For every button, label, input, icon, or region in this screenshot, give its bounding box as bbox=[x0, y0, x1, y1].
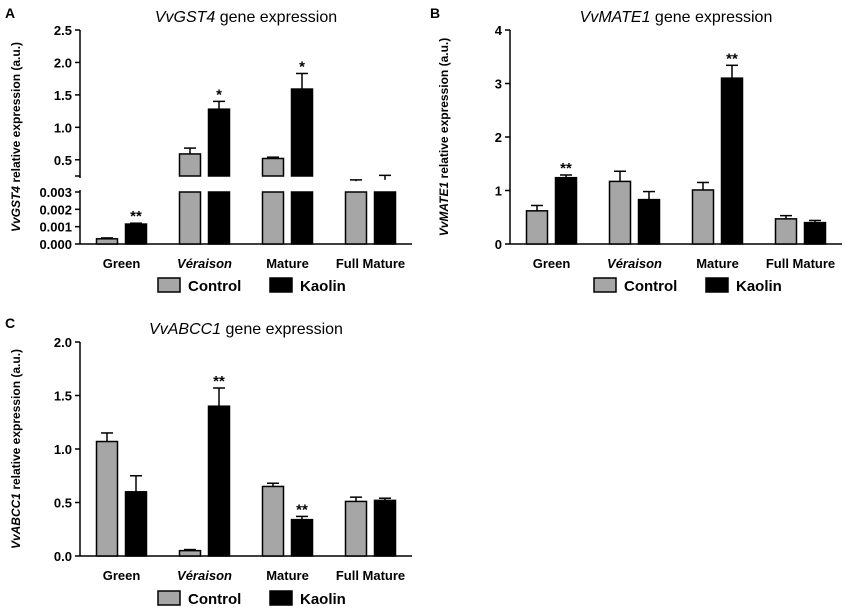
legend-label-kaolin: Kaolin bbox=[736, 278, 782, 295]
x-tick-label: Mature bbox=[696, 256, 739, 271]
bar bbox=[207, 405, 231, 557]
bar bbox=[720, 77, 744, 245]
y-tick-label: 2.0 bbox=[54, 335, 72, 350]
y-tick-label: 4 bbox=[495, 23, 503, 38]
significance-marker: * bbox=[299, 58, 305, 75]
legend-swatch-kaolin bbox=[705, 277, 729, 293]
bar bbox=[290, 191, 314, 245]
y-tick-label: 1.5 bbox=[54, 88, 72, 103]
y-tick-label: 1.0 bbox=[54, 442, 72, 457]
legend-swatch-control bbox=[593, 277, 617, 293]
y-tick-label: 3 bbox=[495, 77, 502, 92]
significance-marker: ** bbox=[726, 50, 738, 67]
bar bbox=[290, 88, 314, 177]
y-axis-label: VvMATE1 relative expression (a.u.) bbox=[437, 38, 451, 237]
bar bbox=[803, 221, 827, 245]
bar bbox=[261, 157, 285, 177]
panel-c-chart: C VvABCC1 gene expression VvABCC1 relative… bbox=[5, 315, 412, 608]
panel-letter-a: A bbox=[5, 5, 15, 21]
y-tick-label: 0.001 bbox=[39, 220, 72, 235]
panel-letter-b: B bbox=[430, 5, 440, 21]
y-tick-label: 1.5 bbox=[54, 389, 72, 404]
legend-label-kaolin: Kaolin bbox=[300, 591, 346, 608]
legend-label-control: Control bbox=[188, 591, 241, 608]
bar bbox=[637, 198, 661, 245]
legend-label-control: Control bbox=[624, 278, 677, 295]
legend-swatch-control bbox=[157, 277, 181, 293]
bar bbox=[124, 491, 148, 557]
significance-marker: ** bbox=[130, 208, 142, 225]
bar bbox=[207, 108, 231, 177]
x-tick-label: Full Mature bbox=[766, 256, 835, 271]
bar bbox=[178, 549, 202, 557]
y-tick-label: 0.5 bbox=[54, 153, 72, 168]
chart-title: VvMATE1 gene expression bbox=[580, 9, 773, 26]
y-tick-label: 1.0 bbox=[54, 120, 72, 135]
x-tick-label: Green bbox=[103, 256, 141, 271]
bar bbox=[261, 191, 285, 245]
bar bbox=[691, 189, 715, 245]
bar bbox=[344, 191, 368, 245]
significance-marker: ** bbox=[560, 160, 572, 177]
x-tick-label: Véraison bbox=[607, 256, 662, 271]
y-tick-label: 1 bbox=[495, 184, 502, 199]
chart-title: VvGST4 gene expression bbox=[155, 9, 337, 26]
bar bbox=[261, 485, 285, 557]
panel-letter-c: C bbox=[5, 315, 15, 331]
legend-swatch-kaolin bbox=[269, 590, 293, 606]
bar bbox=[525, 210, 549, 245]
x-tick-label: Full Mature bbox=[336, 568, 405, 583]
legend-swatch-kaolin bbox=[269, 277, 293, 293]
bar bbox=[178, 191, 202, 245]
y-tick-label: 0.5 bbox=[54, 496, 72, 511]
y-tick-label: 2 bbox=[495, 130, 502, 145]
bar bbox=[774, 218, 798, 245]
bar bbox=[344, 500, 368, 557]
y-axis-label: VvABCC1 relative expression (a.u.) bbox=[9, 349, 23, 549]
x-tick-label: Véraison bbox=[177, 256, 232, 271]
y-tick-label: 2.5 bbox=[54, 23, 72, 38]
chart-title: VvABCC1 gene expression bbox=[149, 321, 343, 338]
bar bbox=[608, 180, 632, 245]
panel-b-chart: B VvMATE1 gene expression VvMATE1 relative… bbox=[430, 5, 842, 295]
significance-marker: ** bbox=[296, 501, 308, 518]
bar bbox=[373, 191, 397, 245]
x-tick-label: Mature bbox=[266, 568, 309, 583]
y-tick-label: 2.0 bbox=[54, 55, 72, 70]
x-tick-label: Green bbox=[103, 568, 141, 583]
significance-marker: * bbox=[216, 86, 222, 103]
x-tick-label: Green bbox=[533, 256, 571, 271]
y-tick-label: 0 bbox=[495, 237, 502, 252]
bar bbox=[178, 153, 202, 177]
bar bbox=[95, 440, 119, 557]
x-tick-label: Véraison bbox=[177, 568, 232, 583]
y-axis-label: VvGST4 relative expression (a.u.) bbox=[9, 42, 23, 232]
x-tick-label: Mature bbox=[266, 256, 309, 271]
legend-label-kaolin: Kaolin bbox=[300, 278, 346, 295]
significance-marker: ** bbox=[213, 373, 225, 390]
y-tick-label: 0.000 bbox=[39, 237, 72, 252]
y-tick-label: 0.002 bbox=[39, 202, 72, 217]
x-tick-label: Full Mature bbox=[336, 256, 405, 271]
bar bbox=[554, 176, 578, 245]
y-tick-label: 0.003 bbox=[39, 185, 72, 200]
bar bbox=[290, 518, 314, 557]
legend-label-control: Control bbox=[188, 278, 241, 295]
panel-a-chart: A VvGST4 gene expression VvGST4 relative e… bbox=[5, 5, 412, 295]
y-tick-label: 0.0 bbox=[54, 549, 72, 564]
legend-swatch-control bbox=[157, 590, 181, 606]
bar bbox=[207, 191, 231, 245]
bar bbox=[373, 499, 397, 557]
bar bbox=[95, 238, 119, 245]
bar bbox=[124, 223, 148, 245]
